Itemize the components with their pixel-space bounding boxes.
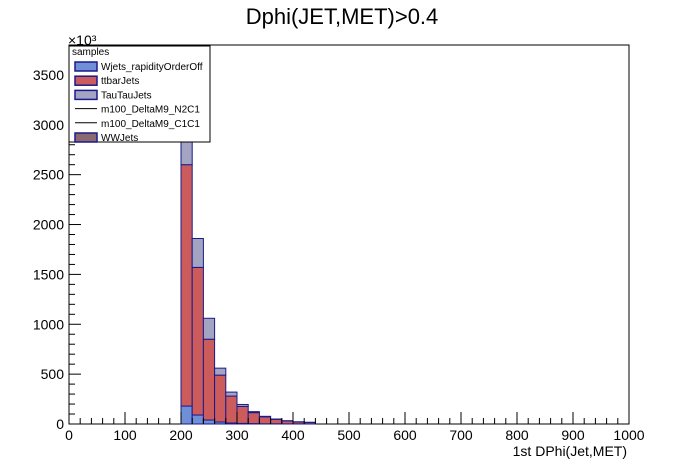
y-tick-label: 3000 bbox=[33, 117, 64, 133]
legend-swatch-ttbarJets bbox=[74, 75, 98, 86]
x-tick-label: 1000 bbox=[613, 427, 644, 443]
bar-ttbarJets-220 bbox=[191, 266, 204, 416]
legend-swatch-TauTauJets bbox=[74, 89, 98, 101]
bar-ttbarJets-300 bbox=[236, 405, 249, 424]
legend-label-WWJets: WWJets bbox=[101, 133, 138, 144]
y-axis: 0 500 1000 1500 2000 2500 3000 3500 bbox=[33, 44, 81, 432]
y-tick-label: 2500 bbox=[33, 167, 64, 183]
x-tick-label: 300 bbox=[225, 427, 249, 443]
bar-TauTauJets-320 bbox=[247, 411, 260, 414]
bar-ttbarJets-320 bbox=[247, 412, 260, 425]
bar-ttbarJets-280 bbox=[225, 395, 238, 424]
y-tick-label: 3500 bbox=[33, 67, 64, 83]
bar-ttbarJets-260 bbox=[214, 374, 227, 423]
x-tick-label: 0 bbox=[65, 427, 73, 443]
y-tick-label: 1500 bbox=[33, 266, 64, 282]
bar-TauTauJets-280 bbox=[225, 391, 238, 397]
x-tick-label: 400 bbox=[281, 427, 305, 443]
legend-title: samples bbox=[72, 47, 109, 58]
bar-Wjets_rapidityOrderOff-240 bbox=[202, 419, 216, 425]
x-tick-label: 500 bbox=[337, 427, 361, 443]
y-tick-label: 500 bbox=[41, 366, 65, 382]
histogram-bars bbox=[180, 134, 316, 425]
y-axis-multiplier: ×10³ bbox=[68, 32, 97, 48]
bar-ttbarJets-200 bbox=[180, 164, 193, 407]
bar-ttbarJets-360 bbox=[270, 418, 283, 425]
y-tick-label: 2000 bbox=[33, 217, 64, 233]
bar-TauTauJets-300 bbox=[236, 403, 249, 407]
legend: samples Wjets_rapidityOrderOff ttbarJets Ta… bbox=[68, 45, 211, 144]
x-tick-label: 200 bbox=[169, 427, 193, 443]
legend-label-Wjets_rapidityOrderOff: Wjets_rapidityOrderOff bbox=[101, 62, 203, 73]
x-tick-label: 600 bbox=[393, 427, 417, 443]
x-tick-label: 800 bbox=[505, 427, 529, 443]
legend-label-ttbarJets: ttbarJets bbox=[101, 76, 139, 87]
bar-TauTauJets-260 bbox=[214, 367, 227, 376]
y-tick-label: 1000 bbox=[33, 316, 64, 332]
x-tick-label: 700 bbox=[449, 427, 473, 443]
x-tick-label: 900 bbox=[561, 427, 585, 443]
bar-ttbarJets-340 bbox=[258, 416, 272, 425]
legend-label-m100_DeltaM9_N2C1: m100_DeltaM9_N2C1 bbox=[101, 105, 200, 116]
chart-title: Dphi(JET,MET)>0.4 bbox=[246, 4, 439, 29]
bar-TauTauJets-240 bbox=[202, 317, 216, 340]
legend-label-m100_DeltaM9_C1C1: m100_DeltaM9_C1C1 bbox=[101, 119, 200, 130]
bar-TauTauJets-220 bbox=[191, 237, 204, 268]
legend-swatch-WWJets bbox=[74, 132, 98, 143]
legend-swatch-Wjets_rapidityOrderOff bbox=[74, 61, 98, 72]
legend-label-TauTauJets: TauTauJets bbox=[101, 90, 152, 101]
bar-ttbarJets-240 bbox=[202, 338, 216, 421]
x-tick-label: 100 bbox=[113, 427, 137, 443]
x-axis-label: 1st DPhi(Jet,MET) bbox=[513, 443, 627, 459]
bar-Wjets_rapidityOrderOff-200 bbox=[180, 405, 193, 425]
bar-Wjets_rapidityOrderOff-220 bbox=[191, 414, 204, 425]
x-axis: 0 100 200 300 400 500 600 700 800 900 1000 bbox=[65, 412, 645, 443]
y-tick-label: 0 bbox=[56, 416, 64, 432]
